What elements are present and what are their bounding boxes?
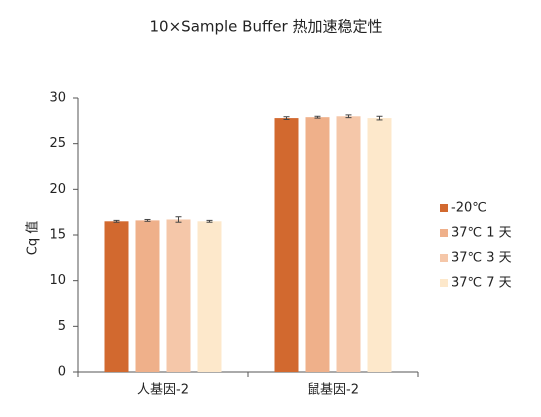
chart-title: 10×Sample Buffer 热加速稳定性 xyxy=(150,18,383,36)
y-tick-label: 25 xyxy=(49,136,66,151)
error-bar xyxy=(376,115,383,121)
bar xyxy=(166,219,191,372)
legend-swatch xyxy=(440,254,448,262)
bar xyxy=(367,118,392,373)
error-bar xyxy=(113,219,120,223)
legend-label: -20℃ xyxy=(451,201,487,216)
bar xyxy=(135,220,160,372)
bar xyxy=(274,118,299,373)
bar xyxy=(197,221,222,372)
legend-swatch xyxy=(440,204,448,212)
bar xyxy=(305,117,330,373)
y-tick-label: 15 xyxy=(49,228,66,243)
y-axis-label: Cq 值 xyxy=(25,221,41,255)
error-bar xyxy=(175,216,182,223)
y-tick-label: 30 xyxy=(49,91,66,106)
legend-swatch xyxy=(440,279,448,287)
legend-swatch xyxy=(440,229,448,237)
error-bar xyxy=(206,219,213,223)
bar xyxy=(336,116,361,373)
y-tick-label: 5 xyxy=(58,319,66,334)
error-bar xyxy=(314,115,321,119)
y-tick-label: 0 xyxy=(58,365,66,380)
bar xyxy=(104,221,129,372)
x-tick-label: 人基因-2 xyxy=(137,383,189,398)
legend-label: 37℃ 1 天 xyxy=(451,226,512,241)
x-tick-label: 鼠基因-2 xyxy=(307,383,359,398)
error-bar xyxy=(144,218,151,222)
error-bar xyxy=(283,116,290,120)
y-tick-label: 10 xyxy=(49,273,66,288)
y-tick-label: 20 xyxy=(49,182,66,197)
error-bar xyxy=(345,114,352,119)
legend-label: 37℃ 3 天 xyxy=(451,251,512,266)
legend-label: 37℃ 7 天 xyxy=(451,276,512,291)
